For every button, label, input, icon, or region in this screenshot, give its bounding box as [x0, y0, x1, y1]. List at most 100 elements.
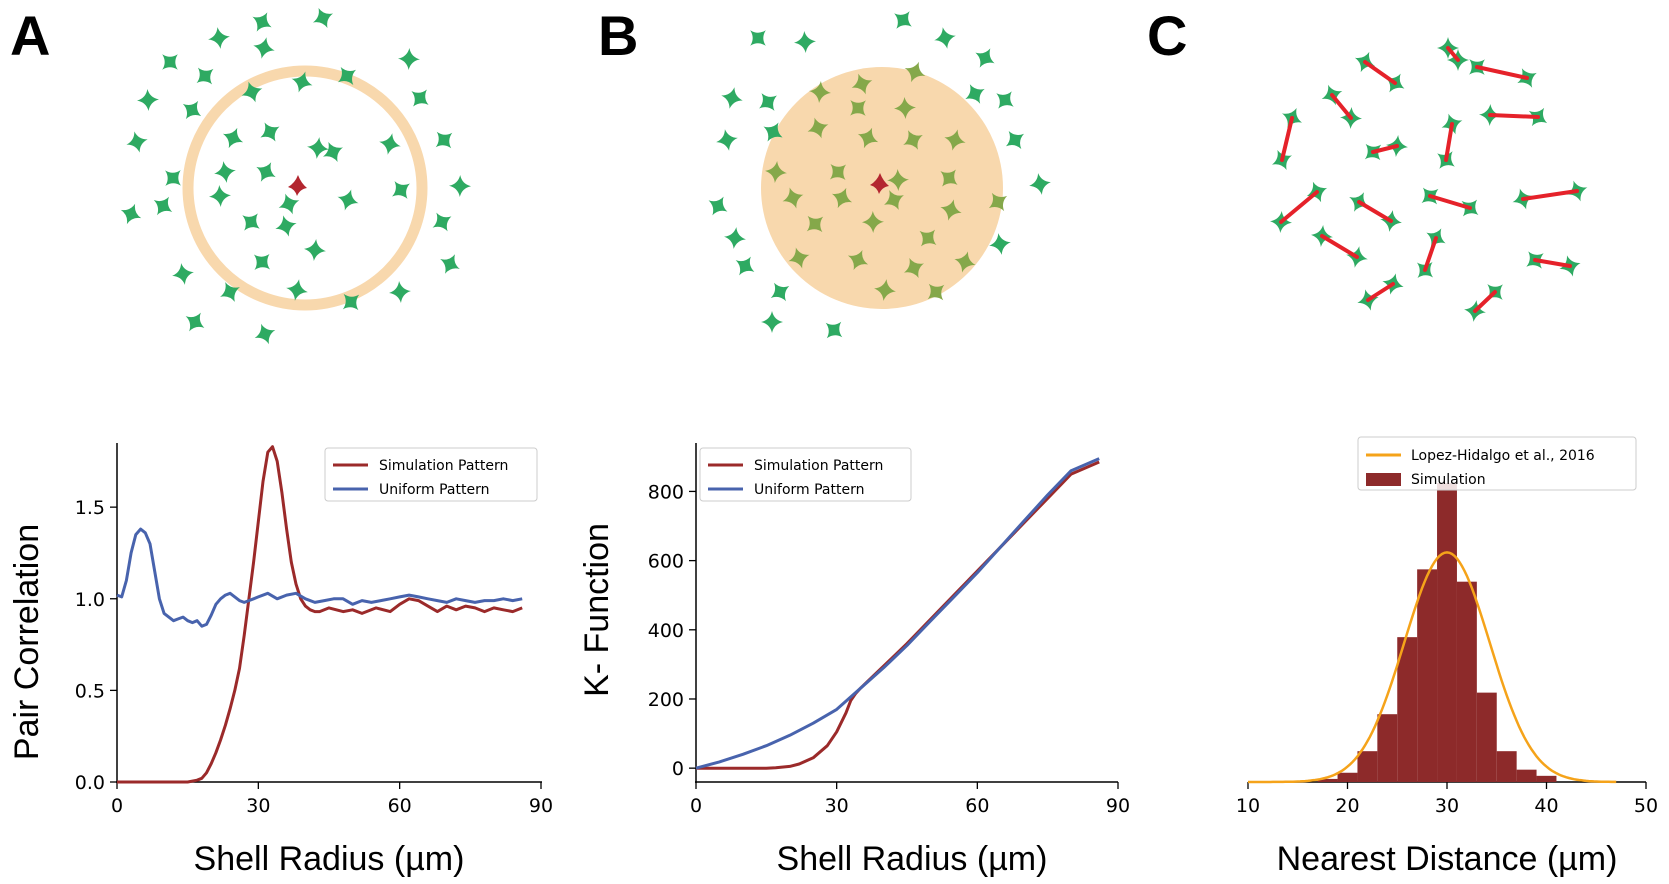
- x-tick-label: 50: [1634, 795, 1658, 817]
- x-tick-label: 30: [825, 795, 849, 817]
- cell-icon: [208, 184, 232, 208]
- legend-label-uniform: Uniform Pattern: [754, 482, 864, 498]
- x-tick-label: 90: [529, 795, 553, 817]
- x-tick-label: 10: [1236, 795, 1260, 817]
- y-tick-label: 600: [648, 551, 684, 573]
- cell-icon: [764, 276, 796, 308]
- cell-icon: [722, 225, 748, 251]
- legend: Lopez-Hidalgo et al., 2016 Simulation: [1357, 436, 1637, 491]
- nearest-neighbor-connector: [1473, 290, 1497, 313]
- histogram-bar: [1516, 769, 1537, 782]
- y-axis-label: Pair Correlation: [8, 524, 46, 760]
- x-tick-label: 0: [111, 795, 123, 817]
- ticks: 10 20 30 40 50: [1236, 782, 1658, 817]
- nearest-neighbor-connector: [1330, 93, 1353, 120]
- nearest-neighbor-connector: [1446, 46, 1460, 62]
- cell-icon: [250, 319, 280, 349]
- cell-icon: [376, 130, 404, 158]
- chart-pair-correlation: 0 30 60 90 0.0 0.5 1.0 1.5 Simulation Pattern U…: [8, 443, 553, 878]
- cell-icon: [212, 159, 238, 185]
- cell-icon: [305, 135, 331, 161]
- legend-label-simulation: Simulation Pattern: [754, 458, 883, 474]
- cell-icon: [254, 116, 286, 148]
- nearest-neighbor-connector: [1488, 113, 1540, 119]
- chart-nearest-distance: 10 20 30 40 50 Lopez-Hidalgo et al., 2016 Si…: [1236, 436, 1658, 878]
- cell-icon: [189, 60, 221, 92]
- cell-icon: [818, 314, 850, 346]
- cell-icon: [428, 124, 460, 156]
- series-lines: [116, 445, 523, 784]
- ticks: 0 30 60 90 0 200 400 600 800: [648, 443, 1130, 817]
- cell-icon: [154, 46, 186, 78]
- histogram-bar: [1377, 714, 1398, 782]
- legend-label-simulation: Simulation Pattern: [379, 458, 508, 474]
- cell-icon: [1027, 171, 1053, 197]
- illustration-b: [702, 4, 1053, 346]
- cell-icon: [397, 47, 421, 71]
- cell-icon: [448, 174, 472, 198]
- x-tick-label: 30: [1435, 795, 1459, 817]
- panel-letter-c: C: [1147, 4, 1187, 67]
- cell-icon: [235, 206, 267, 238]
- cell-icon: [247, 7, 277, 37]
- cell-icon: [385, 174, 417, 206]
- cell-icon: [761, 311, 783, 333]
- histogram-bar: [1317, 778, 1338, 782]
- cell-icon: [702, 190, 734, 222]
- illustration-a: [116, 3, 472, 349]
- nearest-neighbor-connector: [1279, 190, 1319, 224]
- histogram-bar: [1456, 581, 1477, 782]
- histogram-bar: [1417, 569, 1438, 782]
- cell-icon: [123, 128, 151, 156]
- cell-icon: [729, 250, 761, 282]
- legend-label-fit: Lopez-Hidalgo et al., 2016: [1411, 448, 1595, 464]
- illustration-c: [1267, 37, 1591, 324]
- cell-icon: [426, 206, 458, 238]
- series-line-simulation: [696, 460, 1100, 770]
- cell-icon: [435, 249, 465, 279]
- cell-icon: [388, 280, 412, 304]
- series-line-uniform: [695, 457, 1100, 770]
- cell-icon: [136, 88, 160, 112]
- nearest-neighbor-connector: [1533, 258, 1572, 268]
- nearest-neighbor-connector: [1428, 194, 1472, 210]
- fit-curve: [1248, 551, 1617, 784]
- cell-icon: [989, 84, 1021, 116]
- cell-icon: [179, 306, 211, 338]
- cell-icon: [970, 43, 1000, 73]
- legend: Simulation Pattern Uniform Pattern: [699, 447, 912, 502]
- panel-letter-b: B: [598, 4, 638, 67]
- x-axis-label: Shell Radius (µm): [194, 840, 465, 878]
- chart-k-function: 0 30 60 90 0 200 400 600 800 Simulation Pattern …: [578, 443, 1130, 878]
- fit-line: [1248, 551, 1617, 784]
- x-tick-label: 20: [1335, 795, 1359, 817]
- histogram-bar: [1536, 775, 1557, 782]
- y-tick-label: 0: [672, 758, 684, 780]
- y-tick-label: 0.5: [75, 680, 105, 702]
- x-tick-label: 0: [690, 795, 702, 817]
- cell-icon: [147, 190, 179, 222]
- nearest-neighbor-connector: [1357, 200, 1393, 223]
- nearest-neighbor-connector: [1423, 236, 1438, 272]
- legend-box: [1357, 436, 1637, 491]
- x-tick-label: 30: [246, 795, 270, 817]
- cell-icon: [931, 24, 959, 52]
- histogram-bar: [1496, 751, 1517, 782]
- nearest-neighbor-connector: [1521, 189, 1579, 201]
- y-tick-label: 400: [648, 620, 684, 642]
- x-tick-label: 60: [965, 795, 989, 817]
- histogram-bar: [1437, 483, 1457, 782]
- ticks: 0 30 60 90 0.0 0.5 1.0 1.5: [75, 497, 553, 817]
- legend-box: [699, 447, 912, 502]
- series-line-uniform: [116, 527, 523, 628]
- nearest-neighbor-connector: [1444, 122, 1454, 162]
- nearest-neighbor-connector: [1371, 144, 1399, 154]
- histogram-bar: [1357, 751, 1378, 782]
- cell-icon: [246, 246, 278, 278]
- panel-letter-a: A: [10, 4, 50, 67]
- x-tick-label: 40: [1534, 795, 1558, 817]
- histogram-bar: [1337, 772, 1358, 782]
- cell-icon: [752, 86, 784, 118]
- cell-icon: [887, 4, 919, 36]
